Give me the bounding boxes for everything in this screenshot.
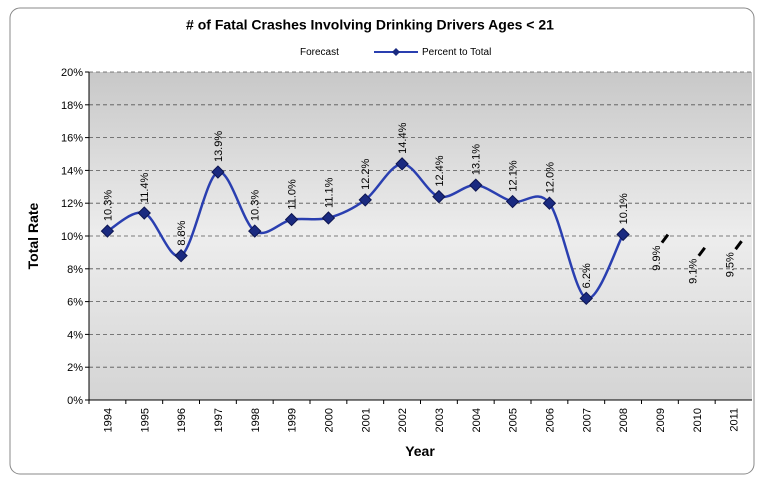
marker (616, 227, 630, 242)
x-tick-label: 1994 (102, 408, 114, 432)
marker (395, 157, 409, 171)
x-tick-label: 1995 (139, 408, 151, 432)
marker (579, 291, 593, 306)
y-tick-label: 4% (67, 329, 83, 341)
marker (660, 233, 670, 244)
data-label: 8.8% (176, 220, 188, 245)
marker (432, 189, 446, 204)
data-label: 9.9% (651, 245, 663, 270)
x-tick-label: 2006 (544, 408, 556, 432)
x-tick-label: 2005 (508, 408, 520, 432)
y-tick-label: 20% (61, 67, 83, 79)
x-axis-title: Year (405, 443, 435, 459)
marker (505, 194, 520, 209)
y-tick-label: 16% (61, 133, 83, 145)
y-tick-label: 12% (61, 198, 83, 210)
marker (137, 206, 151, 220)
marker (697, 246, 706, 257)
x-tick-label: 1996 (176, 408, 188, 432)
x-tick-label: 2007 (581, 408, 593, 432)
data-label: 9.1% (688, 259, 700, 284)
x-tick-label: 1999 (287, 408, 299, 432)
x-tick-label: 2003 (434, 408, 446, 432)
data-label: 12.0% (544, 162, 556, 193)
y-tick-label: 14% (61, 165, 83, 177)
x-tick-label: 2010 (692, 408, 704, 432)
data-label: 6.2% (581, 263, 593, 288)
data-label: 10.1% (618, 193, 630, 224)
data-label: 11.1% (323, 177, 335, 208)
marker (174, 248, 188, 263)
data-label: 13.1% (471, 144, 483, 175)
legend-label: Percent to Total (422, 47, 491, 58)
marker (211, 165, 225, 179)
data-label: 12.4% (434, 155, 446, 186)
x-tick-label: 2002 (397, 408, 409, 432)
marker (542, 196, 557, 210)
legend-label: Forecast (300, 47, 339, 58)
y-tick-label: 6% (67, 297, 83, 309)
x-tick-label: 2000 (323, 408, 335, 432)
data-label: 14.4% (397, 122, 409, 153)
marker (734, 240, 743, 251)
y-tick-label: 18% (61, 100, 83, 112)
marker (321, 211, 336, 225)
x-tick-label: 2009 (655, 408, 667, 432)
data-label: 12.2% (360, 159, 372, 190)
data-label: 11.0% (287, 179, 299, 210)
legend-marker (392, 48, 400, 56)
marker (358, 193, 372, 207)
data-label: 12.1% (508, 160, 520, 191)
data-label: 11.4% (139, 172, 151, 203)
marker (248, 224, 262, 238)
marker (284, 212, 299, 227)
y-tick-label: 8% (67, 264, 83, 276)
y-tick-label: 2% (67, 362, 83, 374)
data-label: 10.3% (250, 190, 262, 221)
data-label: 10.3% (102, 190, 114, 221)
chart-title: # of Fatal Crashes Involving Drinking Dr… (186, 17, 554, 33)
x-tick-label: 1998 (250, 408, 262, 432)
x-tick-label: 1997 (213, 408, 225, 432)
data-label: 13.9% (213, 131, 225, 162)
y-tick-label: 0% (67, 395, 83, 407)
y-tick-label: 10% (61, 231, 83, 243)
x-tick-label: 2001 (360, 408, 372, 432)
data-label: 9.5% (725, 252, 737, 277)
marker (100, 224, 115, 238)
x-tick-label: 2011 (729, 408, 741, 432)
x-tick-label: 2004 (471, 408, 483, 432)
marker (469, 178, 483, 192)
x-tick-label: 2008 (618, 408, 630, 432)
y-axis-title: Total Rate (25, 202, 41, 269)
